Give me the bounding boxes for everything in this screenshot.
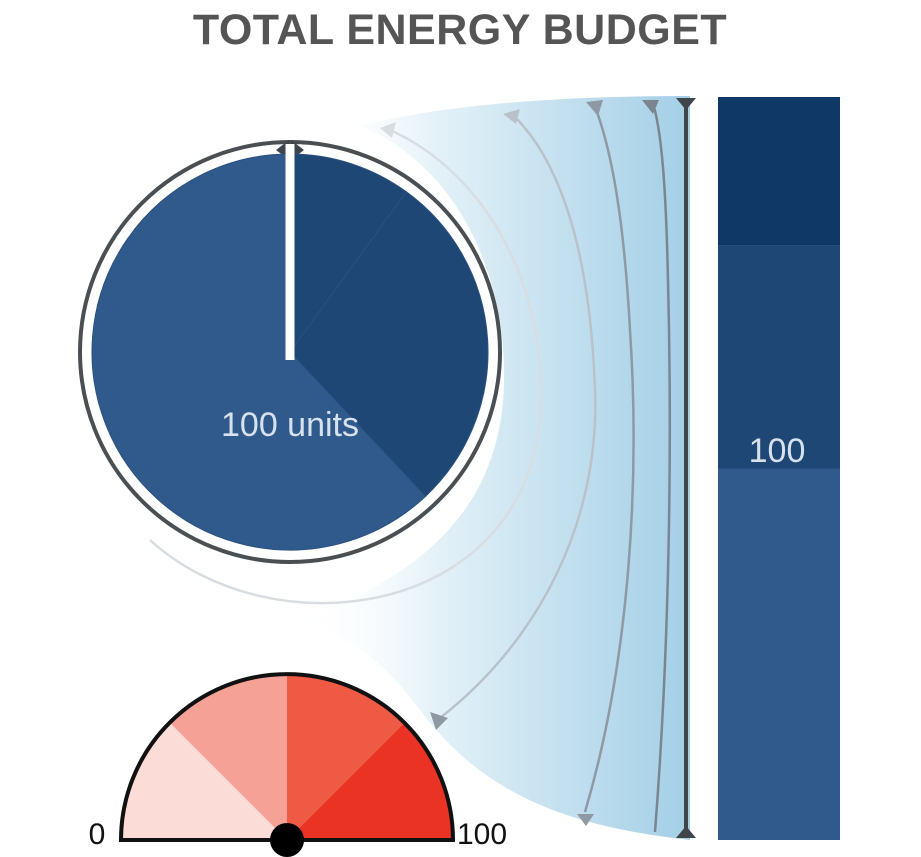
flow-arc-1	[149, 128, 543, 605]
arrowhead-5	[430, 712, 448, 730]
gauge-max-label: 100	[457, 818, 507, 851]
pie-slice-2	[289, 191, 489, 498]
gauge-band-4	[287, 722, 453, 840]
gauge-outline	[118, 672, 456, 842]
arrowhead-3	[586, 100, 603, 116]
flow-arcs	[149, 99, 672, 833]
gauge-band-1	[121, 722, 287, 840]
stack-bar-segment-1	[718, 97, 840, 246]
gauge-min-label: 0	[89, 818, 106, 851]
arrowhead-4	[642, 100, 659, 114]
stack-bar-label: 100	[749, 432, 806, 470]
flow-arc-3	[583, 103, 635, 813]
gauge-band-3	[287, 674, 405, 840]
energy-gauge	[118, 672, 456, 857]
flow-arc-2	[439, 113, 597, 719]
energy-pie-chart	[91, 153, 489, 551]
arrowhead-6	[577, 814, 594, 826]
arrowhead-2	[503, 109, 520, 124]
flow-arc-arrowheads	[380, 100, 659, 826]
total-bracket	[676, 98, 696, 838]
energy-stack-bar	[718, 97, 840, 840]
gauge-band-2	[169, 674, 287, 840]
arrowhead-1	[380, 122, 396, 138]
stack-bar-segment-3	[718, 468, 840, 840]
diagram-title: TOTAL ENERGY BUDGET	[193, 6, 727, 54]
stack-bar-segment-2	[718, 245, 840, 469]
flow-funnel	[300, 96, 690, 840]
flow-arc-4	[650, 99, 672, 833]
pie-center-label: 100 units	[221, 406, 359, 444]
pie-slice-1	[289, 153, 408, 354]
gauge-hub	[270, 823, 304, 857]
pie-slice-3	[91, 153, 427, 551]
